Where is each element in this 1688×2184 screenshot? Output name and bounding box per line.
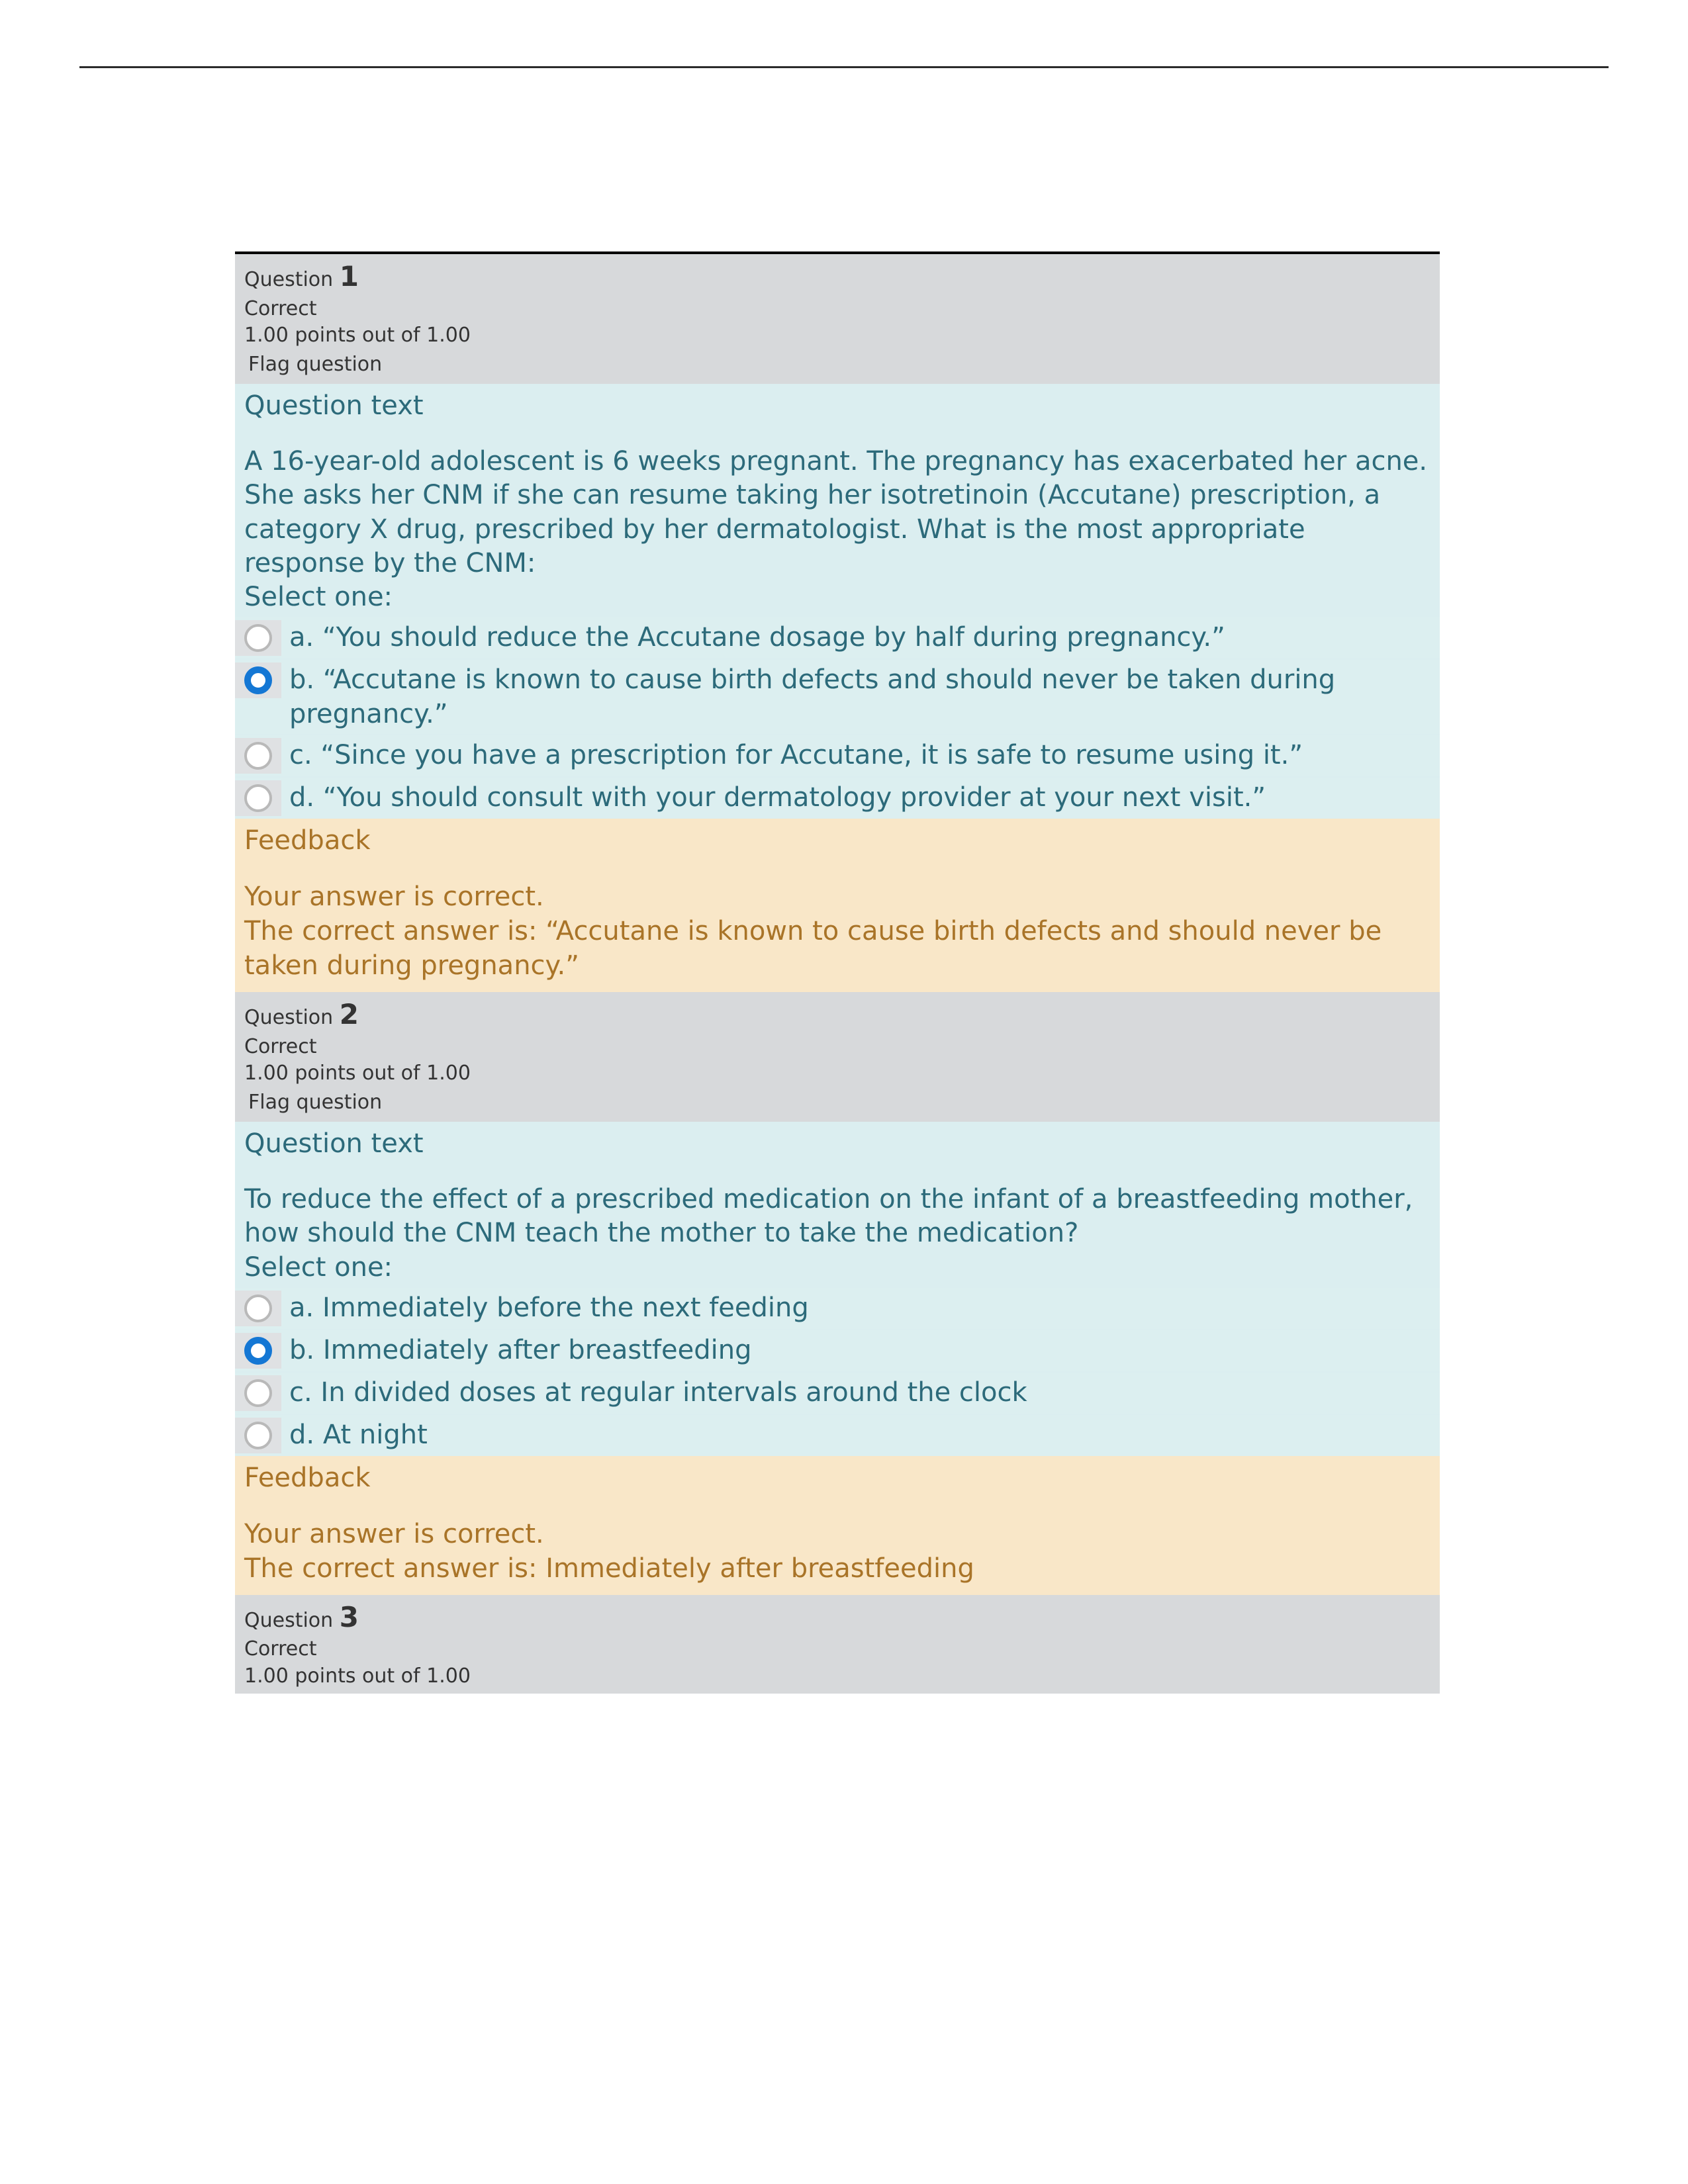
option-text: a. Immediately before the next feeding — [289, 1291, 1440, 1325]
select-one-label: Select one: — [244, 1251, 1430, 1283]
option-text: b. Immediately after breastfeeding — [289, 1333, 1440, 1367]
question-header: Question 2 Correct 1.00 points out of 1.… — [235, 992, 1440, 1122]
feedback-line: Your answer is correct. — [244, 1517, 1430, 1551]
question-points: 1.00 points out of 1.00 — [244, 322, 1430, 349]
feedback-heading: Feedback — [244, 825, 1430, 880]
option-row[interactable]: a. “You should reduce the Accutane dosag… — [235, 617, 1440, 659]
question-points: 1.00 points out of 1.00 — [244, 1663, 1430, 1690]
option-text: d. “You should consult with your dermato… — [289, 780, 1440, 815]
options-group: a. “You should reduce the Accutane dosag… — [235, 617, 1440, 819]
option-row[interactable]: b. Immediately after breastfeeding — [235, 1330, 1440, 1371]
question-body: Question text A 16-year-old adolescent i… — [235, 384, 1440, 617]
question-prompt: To reduce the effect of a prescribed med… — [244, 1183, 1430, 1250]
flag-question-link[interactable]: Flag question — [244, 1087, 1430, 1118]
option-text: a. “You should reduce the Accutane dosag… — [289, 620, 1440, 655]
option-row[interactable]: c. In divided doses at regular intervals… — [235, 1373, 1440, 1414]
flag-question-link[interactable]: Flag question — [244, 349, 1430, 381]
radio-unchecked-icon[interactable] — [244, 1295, 272, 1322]
radio-unchecked-icon[interactable] — [244, 1422, 272, 1449]
radio-cell[interactable] — [235, 620, 281, 656]
feedback-block: Feedback Your answer is correct. The cor… — [235, 819, 1440, 992]
radio-checked-icon[interactable] — [244, 1337, 272, 1365]
question-number: 1 — [340, 260, 359, 293]
radio-cell[interactable] — [235, 1291, 281, 1326]
feedback-heading: Feedback — [244, 1463, 1430, 1517]
radio-cell[interactable] — [235, 1333, 281, 1369]
question-status: Correct — [244, 1636, 1430, 1663]
option-row[interactable]: b. “Accutane is known to cause birth def… — [235, 660, 1440, 734]
radio-cell[interactable] — [235, 738, 281, 774]
radio-unchecked-icon[interactable] — [244, 742, 272, 770]
question-number: 2 — [340, 998, 359, 1030]
option-row[interactable]: c. “Since you have a prescription for Ac… — [235, 735, 1440, 776]
radio-cell[interactable] — [235, 1375, 281, 1411]
option-row[interactable]: d. At night — [235, 1415, 1440, 1456]
radio-unchecked-icon[interactable] — [244, 784, 272, 812]
feedback-line: The correct answer is: “Accutane is know… — [244, 914, 1430, 983]
question-prompt: A 16-year-old adolescent is 6 weeks preg… — [244, 445, 1430, 580]
question-label: Question — [244, 1006, 333, 1029]
option-row[interactable]: a. Immediately before the next feeding — [235, 1288, 1440, 1329]
option-text: c. “Since you have a prescription for Ac… — [289, 738, 1440, 772]
select-one-label: Select one: — [244, 580, 1430, 612]
feedback-line: Your answer is correct. — [244, 880, 1430, 914]
question-status: Correct — [244, 1034, 1430, 1061]
quiz-content: Question 1 Correct 1.00 points out of 1.… — [235, 251, 1440, 1694]
radio-cell[interactable] — [235, 780, 281, 816]
question-header: Question 1 Correct 1.00 points out of 1.… — [235, 254, 1440, 384]
radio-unchecked-icon[interactable] — [244, 624, 272, 652]
question-status: Correct — [244, 296, 1430, 323]
page-top-rule — [79, 66, 1609, 68]
options-group: a. Immediately before the next feeding b… — [235, 1288, 1440, 1456]
option-text: d. At night — [289, 1418, 1440, 1452]
radio-cell[interactable] — [235, 662, 281, 698]
question-text-heading: Question text — [244, 1128, 1430, 1183]
option-text: c. In divided doses at regular intervals… — [289, 1375, 1440, 1410]
radio-checked-icon[interactable] — [244, 666, 272, 694]
option-row[interactable]: d. “You should consult with your dermato… — [235, 778, 1440, 819]
question-points: 1.00 points out of 1.00 — [244, 1060, 1430, 1087]
feedback-block: Feedback Your answer is correct. The cor… — [235, 1456, 1440, 1595]
question-header: Question 3 Correct 1.00 points out of 1.… — [235, 1595, 1440, 1694]
radio-cell[interactable] — [235, 1418, 281, 1453]
radio-unchecked-icon[interactable] — [244, 1379, 272, 1407]
option-text: b. “Accutane is known to cause birth def… — [289, 662, 1440, 731]
feedback-line: The correct answer is: Immediately after… — [244, 1551, 1430, 1586]
question-body: Question text To reduce the effect of a … — [235, 1122, 1440, 1287]
question-text-heading: Question text — [244, 390, 1430, 445]
question-number: 3 — [340, 1601, 359, 1633]
question-label: Question — [244, 268, 333, 291]
question-label: Question — [244, 1609, 333, 1632]
